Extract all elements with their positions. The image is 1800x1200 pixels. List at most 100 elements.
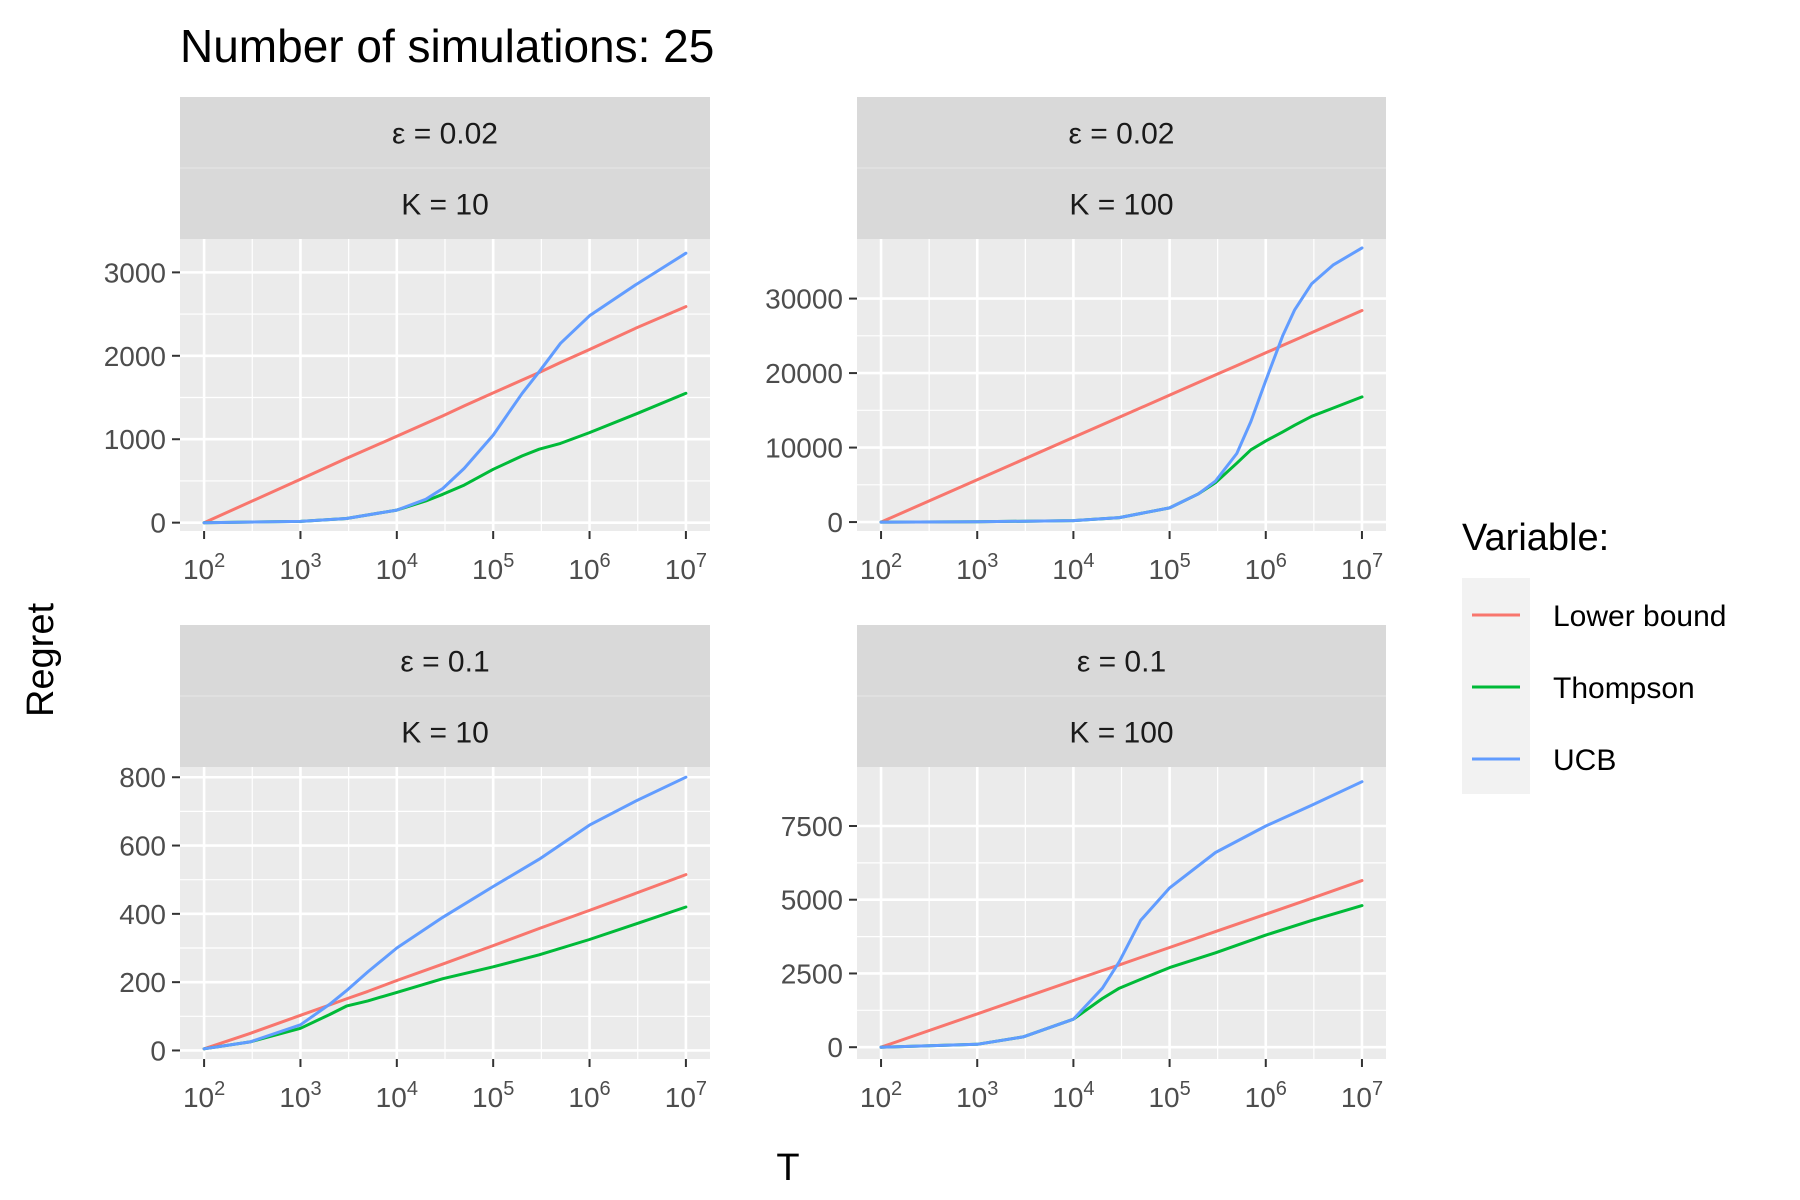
strip-k-bg xyxy=(180,168,710,239)
x-tick-exponent: 2 xyxy=(891,1078,902,1100)
x-tick-exponent: 7 xyxy=(696,550,707,572)
legend-label-thompson: Thompson xyxy=(1553,672,1695,705)
x-tick-exponent: 2 xyxy=(891,550,902,572)
x-tick-base: 10 xyxy=(279,554,310,585)
x-tick-base: 10 xyxy=(1245,1082,1276,1113)
y-tick-label: 0 xyxy=(827,507,843,538)
series-line-lower-bound xyxy=(879,879,1364,1049)
legend: Variable: Lower bound Thompson UCB xyxy=(1462,517,1726,794)
x-tick-label: 105 xyxy=(1148,1078,1190,1113)
strip-epsilon-bg xyxy=(857,625,1386,696)
x-tick-label: 105 xyxy=(472,1078,514,1113)
x-tick-exponent: 6 xyxy=(600,1078,611,1100)
strip-k-label: K = 10 xyxy=(401,717,489,750)
x-tick-base: 10 xyxy=(1341,554,1372,585)
x-tick-label: 103 xyxy=(956,550,998,585)
y-tick-label: 0 xyxy=(150,508,166,539)
x-tick-base: 10 xyxy=(860,554,891,585)
x-tick-label: 106 xyxy=(1245,550,1287,585)
x-tick-label: 106 xyxy=(568,550,610,585)
x-tick-base: 10 xyxy=(568,1082,599,1113)
x-tick-label: 104 xyxy=(1052,550,1094,585)
strip-epsilon-bg xyxy=(857,97,1386,168)
x-tick-label: 102 xyxy=(183,550,225,585)
x-tick-exponent: 4 xyxy=(1083,550,1094,572)
x-tick-exponent: 2 xyxy=(214,550,225,572)
x-tick-label: 107 xyxy=(1341,1078,1383,1113)
series-line-ucb xyxy=(202,775,688,1051)
x-tick-exponent: 7 xyxy=(1372,1078,1383,1100)
y-tick-label: 400 xyxy=(119,899,166,930)
x-tick-base: 10 xyxy=(376,554,407,585)
x-tick-exponent: 4 xyxy=(1083,1078,1094,1100)
x-tick-exponent: 4 xyxy=(407,550,418,572)
series-line-ucb xyxy=(202,251,688,525)
x-tick-base: 10 xyxy=(568,554,599,585)
legend-title: Variable: xyxy=(1462,517,1609,559)
x-tick-exponent: 3 xyxy=(310,550,321,572)
x-tick-exponent: 5 xyxy=(1180,1078,1191,1100)
y-tick-label: 1000 xyxy=(104,424,166,455)
series-line-lower-bound xyxy=(202,305,688,525)
x-tick-base: 10 xyxy=(956,1082,987,1113)
y-tick-label: 0 xyxy=(150,1035,166,1066)
x-tick-exponent: 3 xyxy=(987,1078,998,1100)
y-tick-label: 2500 xyxy=(781,958,843,989)
x-tick-label: 103 xyxy=(279,1078,321,1113)
strip-k-label: K = 10 xyxy=(401,189,489,222)
x-tick-base: 10 xyxy=(1148,554,1179,585)
x-tick-base: 10 xyxy=(376,1082,407,1113)
legend-entries: Lower bound Thompson UCB xyxy=(1472,600,1726,777)
x-tick-label: 102 xyxy=(860,1078,902,1113)
x-tick-base: 10 xyxy=(956,554,987,585)
y-tick-label: 7500 xyxy=(781,811,843,842)
strip-k-label: K = 100 xyxy=(1069,717,1173,750)
y-tick-label: 600 xyxy=(119,831,166,862)
x-tick-base: 10 xyxy=(1341,1082,1372,1113)
series-line-lower-bound xyxy=(202,873,688,1051)
x-tick-base: 10 xyxy=(665,1082,696,1113)
y-tick-label: 20000 xyxy=(765,358,843,389)
x-tick-label: 105 xyxy=(1148,550,1190,585)
x-tick-base: 10 xyxy=(860,1082,891,1113)
x-tick-exponent: 5 xyxy=(1180,550,1191,572)
strip-epsilon-label: ε = 0.02 xyxy=(1069,118,1175,151)
x-tick-label: 107 xyxy=(1341,550,1383,585)
x-tick-exponent: 2 xyxy=(214,1078,225,1100)
legend-label-lower-bound: Lower bound xyxy=(1553,600,1726,633)
series-line-ucb xyxy=(879,246,1364,524)
x-tick-label: 107 xyxy=(665,550,707,585)
x-tick-base: 10 xyxy=(1148,1082,1179,1113)
x-tick-base: 10 xyxy=(183,1082,214,1113)
y-tick-label: 5000 xyxy=(781,885,843,916)
y-tick-label: 10000 xyxy=(765,433,843,464)
strip-k-bg xyxy=(857,696,1386,767)
x-tick-label: 105 xyxy=(472,550,514,585)
x-tick-exponent: 7 xyxy=(1372,550,1383,572)
strip-epsilon-bg xyxy=(180,625,710,696)
series-line-ucb xyxy=(879,780,1364,1049)
x-tick-label: 103 xyxy=(956,1078,998,1113)
y-tick-label: 0 xyxy=(827,1032,843,1063)
x-tick-base: 10 xyxy=(1052,554,1083,585)
strip-k-label: K = 100 xyxy=(1069,189,1173,222)
y-tick-label: 200 xyxy=(119,967,166,998)
x-tick-label: 106 xyxy=(1245,1078,1287,1113)
x-tick-exponent: 4 xyxy=(407,1078,418,1100)
y-tick-label: 800 xyxy=(119,762,166,793)
x-tick-label: 103 xyxy=(279,550,321,585)
y-tick-label: 2000 xyxy=(104,341,166,372)
x-tick-base: 10 xyxy=(279,1082,310,1113)
x-tick-label: 102 xyxy=(860,550,902,585)
legend-label-ucb: UCB xyxy=(1553,744,1616,777)
x-tick-exponent: 6 xyxy=(1276,550,1287,572)
x-tick-label: 107 xyxy=(665,1078,707,1113)
x-tick-base: 10 xyxy=(183,554,214,585)
strip-k-bg xyxy=(180,696,710,767)
x-tick-base: 10 xyxy=(472,554,503,585)
